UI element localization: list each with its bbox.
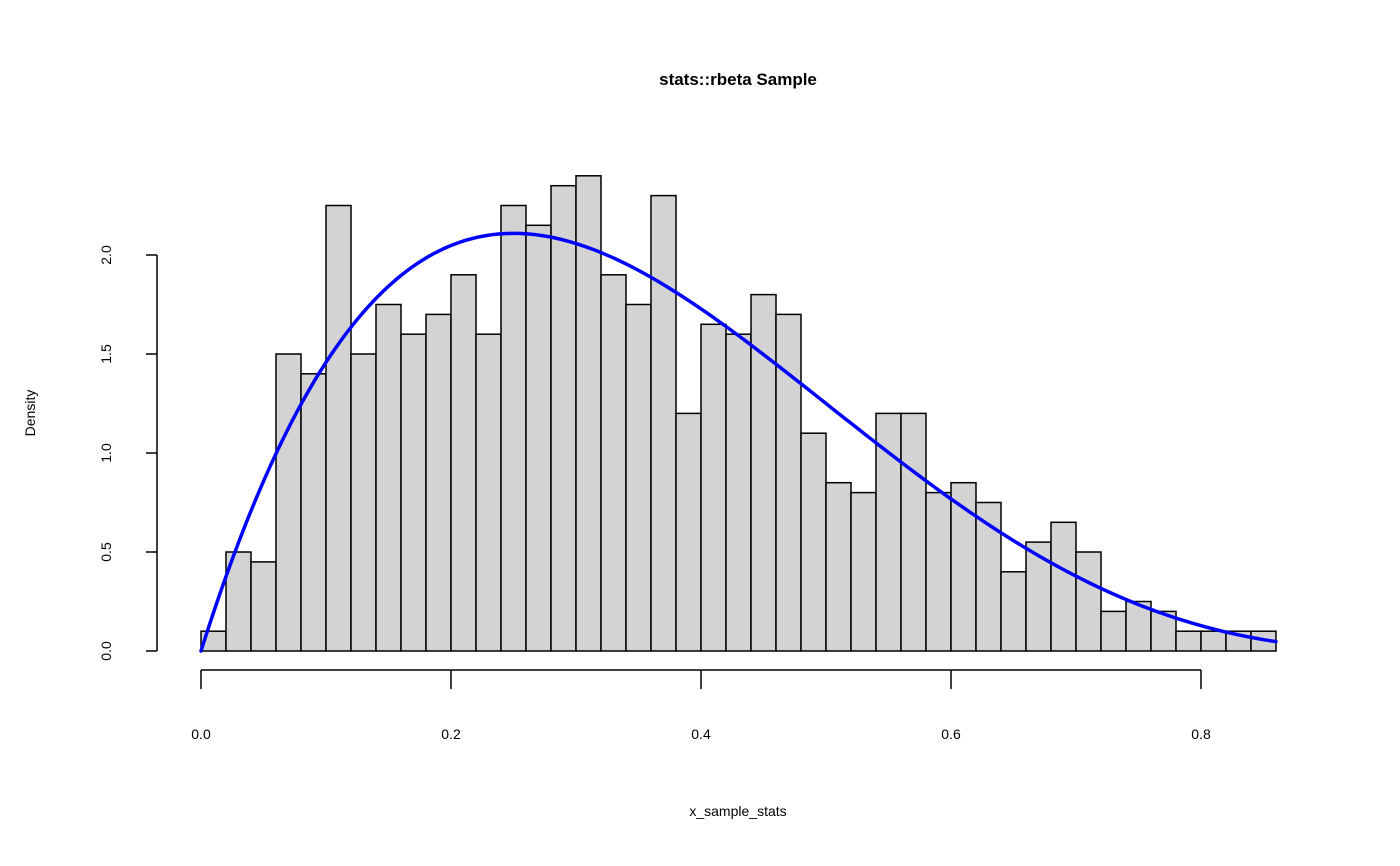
y-axis: 0.0 0.5 1.0 1.5 2.0 [98,245,158,661]
chart-title: stats::rbeta Sample [659,70,817,89]
x-tick-label: 0.8 [1191,726,1211,742]
histogram-bar [775,313,802,652]
histogram-bar [625,303,652,652]
histogram-bar [525,224,552,652]
x-tick-label: 0.4 [691,726,711,742]
histogram-bar [250,561,277,652]
histogram-bar [475,333,502,652]
histogram-bar [1050,521,1077,652]
histogram-bar [300,373,327,652]
histogram-bar [825,481,852,652]
histogram-bar [650,194,677,652]
histogram-bar [550,184,577,652]
histogram-bar [675,412,702,652]
y-tick-label: 0.0 [98,641,114,661]
y-tick-label: 1.0 [98,443,114,463]
x-tick-label: 0.6 [941,726,961,742]
x-tick-label: 0.0 [191,726,211,742]
density-curve [199,231,1278,653]
histogram-bar [700,323,727,652]
histogram-bar [1075,551,1102,652]
histogram-bar [450,274,477,652]
histogram-bar [975,501,1002,652]
histogram-bar [1175,630,1202,652]
histogram-bar [425,313,452,652]
histogram-bar [275,353,302,652]
histogram-bar [375,303,402,652]
histogram-bar [850,491,877,652]
histogram-bar [500,204,527,652]
histogram-bars [200,175,1277,652]
histogram-bar [875,412,902,652]
y-tick-label: 2.0 [98,245,114,265]
y-axis-label: Density [22,390,38,437]
histogram-bar [575,175,602,652]
histogram-bar [400,333,427,652]
y-tick-label: 0.5 [98,542,114,562]
y-tick-label: 1.5 [98,344,114,364]
x-tick-label: 0.2 [441,726,461,742]
histogram-bar [325,204,352,652]
histogram-bar [350,353,377,652]
histogram-bar [900,412,927,652]
histogram-bar [1100,610,1127,652]
histogram-bar [725,333,752,652]
histogram-bar [600,274,627,652]
histogram-bar [1025,541,1052,652]
x-axis-label: x_sample_stats [689,803,786,819]
histogram-bar [950,481,977,652]
x-axis: 0.0 0.2 0.4 0.6 0.8 [191,669,1211,742]
histogram-bar [800,432,827,652]
histogram-bar [1000,571,1027,652]
histogram-bar [925,491,952,652]
histogram-bar [1200,630,1227,652]
